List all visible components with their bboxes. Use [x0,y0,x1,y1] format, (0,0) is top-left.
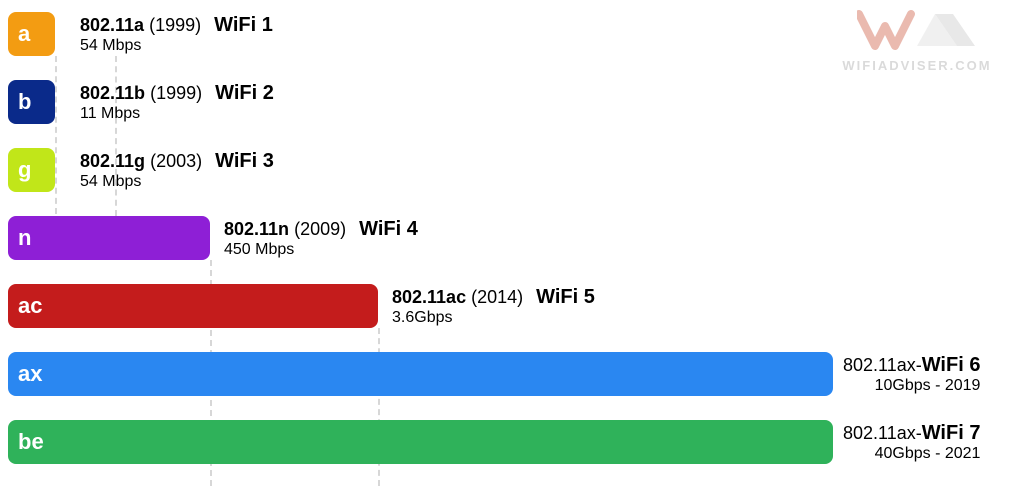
annotation-speed: 54 Mbps [80,173,274,191]
annotation-speed: 450 Mbps [224,241,418,259]
annotation-line1: 802.11g (2003) WiFi 3 [80,150,274,173]
annotation-wifi-name: WiFi 5 [536,286,595,308]
chart-row: g 802.11g (2003) WiFi 354 Mbps [8,142,1016,202]
annotation-year: (1999) [149,15,201,35]
bar-code-label: n [18,225,31,251]
wifi-standards-bar-chart: a802.11a (1999) WiFi 154 Mbpsb802.11b (1… [8,6,1016,492]
annotation-standard: 802.11ax [843,423,916,443]
annotation-wifi-name: WiFi 1 [214,14,273,36]
annotation-speed: 10Gbps - 2019 [843,377,980,395]
chart-bar: n [8,216,210,260]
annotation-speed: 3.6Gbps [392,309,595,327]
bar-annotation: 802.11ac (2014) WiFi 53.6Gbps [392,284,595,328]
annotation-year: (2003) [150,151,202,171]
annotation-standard: 802.11ax [843,355,916,375]
chart-bar: g [8,148,55,192]
annotation-line1: 802.11n (2009) WiFi 4 [224,218,418,241]
chart-row: ac 802.11ac (2014) WiFi 53.6Gbps [8,278,1016,338]
annotation-standard: 802.11b [80,83,145,103]
annotation-standard: 802.11g [80,151,145,171]
bar-annotation: 802.11b (1999) WiFi 211 Mbps [80,80,274,124]
bar-annotation: 802.11g (2003) WiFi 354 Mbps [80,148,274,192]
chart-row: ax 802.11ax-WiFi 610Gbps - 2019 [8,346,1016,406]
bar-code-label: g [18,157,31,183]
chart-row: b 802.11b (1999) WiFi 211 Mbps [8,74,1016,134]
annotation-standard: 802.11n [224,219,289,239]
annotation-speed: 54 Mbps [80,37,273,55]
annotation-year: (1999) [150,83,202,103]
annotation-line1: 802.11ax-WiFi 6 [843,354,980,377]
chart-row: be 802.11ax-WiFi 740Gbps - 2021 [8,414,1016,474]
chart-bar: b [8,80,55,124]
annotation-speed: 40Gbps - 2021 [843,445,980,463]
bar-annotation: 802.11n (2009) WiFi 4450 Mbps [224,216,418,260]
annotation-wifi-name: WiFi 2 [215,82,274,104]
bar-code-label: ac [18,293,42,319]
annotation-standard: 802.11ac [392,287,466,307]
chart-row: n 802.11n (2009) WiFi 4450 Mbps [8,210,1016,270]
chart-bar: a [8,12,55,56]
chart-bar: be [8,420,833,464]
bar-annotation: 802.11a (1999) WiFi 154 Mbps [80,12,273,56]
annotation-line1: 802.11a (1999) WiFi 1 [80,14,273,37]
annotation-year: (2014) [471,287,523,307]
annotation-speed: 11 Mbps [80,105,274,123]
bar-annotation: 802.11ax-WiFi 610Gbps - 2019 [843,352,980,396]
annotation-wifi-name: WiFi 6 [922,354,981,376]
chart-bar: ax [8,352,833,396]
bar-code-label: b [18,89,31,115]
chart-bar: ac [8,284,378,328]
bar-code-label: ax [18,361,42,387]
annotation-wifi-name: WiFi 3 [215,150,274,172]
annotation-line1: 802.11b (1999) WiFi 2 [80,82,274,105]
annotation-year: (2009) [294,219,346,239]
annotation-wifi-name: WiFi 7 [922,422,981,444]
bar-code-label: be [18,429,44,455]
chart-row: a 802.11a (1999) WiFi 154 Mbps [8,6,1016,66]
bar-code-label: a [18,21,30,47]
annotation-standard: 802.11a [80,15,144,35]
annotation-line1: 802.11ac (2014) WiFi 5 [392,286,595,309]
annotation-line1: 802.11ax-WiFi 7 [843,422,980,445]
bar-annotation: 802.11ax-WiFi 740Gbps - 2021 [843,420,980,464]
annotation-wifi-name: WiFi 4 [359,218,418,240]
